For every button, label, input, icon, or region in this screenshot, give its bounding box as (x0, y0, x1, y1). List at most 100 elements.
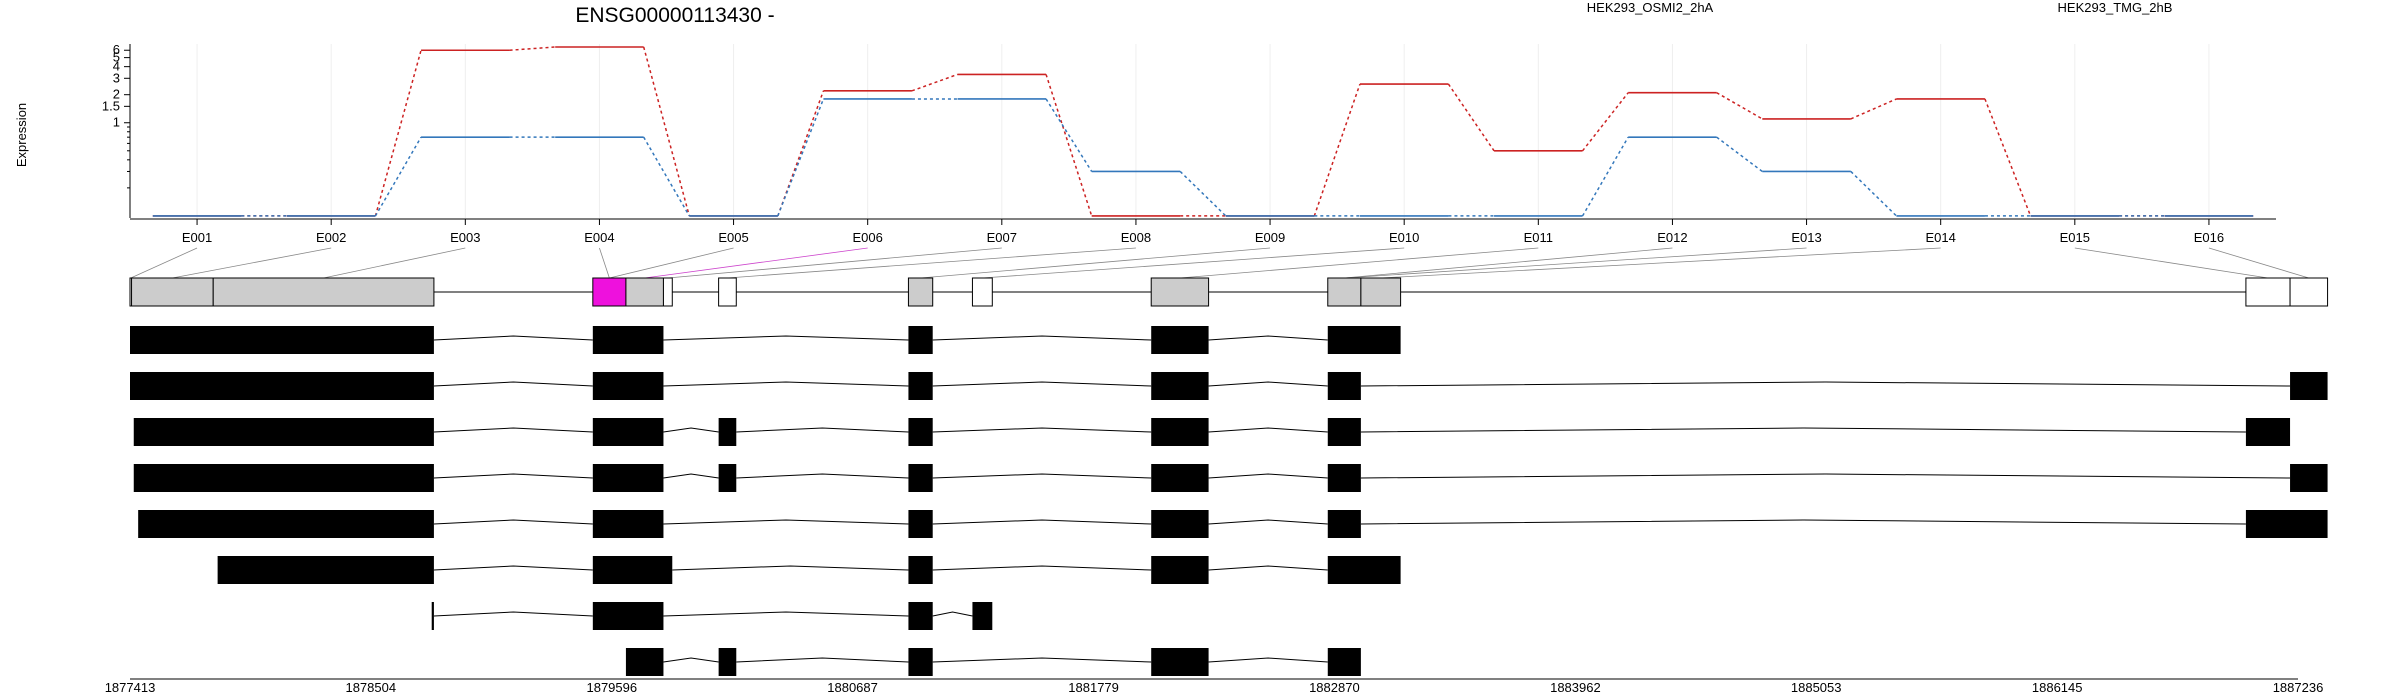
x-tick-label-E010: E010 (1389, 230, 1419, 245)
transcript-6-intron-2 (672, 565, 909, 571)
series-0-connector-13 (1850, 98, 1897, 120)
exon-connector-E008 (727, 247, 1136, 279)
transcript-4-intron-5 (1208, 473, 1328, 479)
transcript-8-exon-1 (625, 648, 664, 676)
transcript-4-intron-6 (1360, 473, 2291, 479)
series-0-connector-7 (1045, 74, 1093, 217)
y-tick-label-1.5: 1.5 (102, 98, 120, 113)
y-tick-label-6: 6 (113, 42, 120, 57)
x-tick-label-E006: E006 (853, 230, 883, 245)
transcript-6-intron-4 (1208, 565, 1328, 571)
transcript-1-exon-4 (1151, 326, 1209, 354)
exon-connector-E007 (667, 247, 1002, 279)
exon-connector-E004 (599, 247, 610, 279)
series-1-connector-4 (643, 136, 690, 217)
x-tick-label-E001: E001 (182, 230, 212, 245)
series-1-connector-12 (1716, 136, 1763, 173)
transcript-5-exon-1 (138, 510, 434, 538)
y-axis-label: Expression (14, 103, 29, 167)
transcript-5-intron-4 (1208, 519, 1328, 525)
series-1-connector-13 (1850, 170, 1897, 217)
exon-connector-E009 (920, 247, 1271, 279)
transcript-3-exon-2 (592, 418, 664, 446)
transcript-6-exon-5 (1327, 556, 1401, 584)
exon-connector-E014 (1380, 247, 1941, 279)
transcript-8-exon-3 (908, 648, 933, 676)
gene-model-exon-3 (212, 277, 435, 307)
legend-entry-osmi2: HEK293_OSMI2_2hA (1587, 0, 1714, 15)
genomic-tick-label-1881779: 1881779 (1068, 680, 1119, 695)
transcript-2-intron-2 (663, 381, 909, 387)
genomic-tick-label-1885053: 1885053 (1791, 680, 1842, 695)
transcript-1-intron-4 (1208, 335, 1328, 341)
transcript-4-exon-2 (592, 464, 664, 492)
x-tick-label-E008: E008 (1121, 230, 1151, 245)
gene-model-exon-9 (971, 277, 993, 307)
genomic-tick-label-1880687: 1880687 (827, 680, 878, 695)
exon-connector-E003 (323, 247, 466, 279)
transcript-8-intron-2 (736, 657, 909, 663)
transcript-5-intron-1 (433, 519, 593, 525)
transcript-3-exon-6 (1327, 418, 1361, 446)
series-0-connector-2 (374, 50, 422, 217)
exon-connector-E016 (2208, 247, 2309, 279)
transcript-4-intron-3 (736, 473, 909, 479)
legend-entry-tmg: HEK293_TMG_2hB (2058, 0, 2173, 15)
y-tick-label-5: 5 (113, 50, 120, 65)
transcript-6-intron-1 (433, 565, 593, 571)
transcript-7-exon-4 (972, 602, 993, 630)
exon-connector-E002 (172, 247, 332, 279)
transcript-3-exon-4 (908, 418, 933, 446)
transcript-1-exon-2 (592, 326, 664, 354)
transcript-8-intron-4 (1208, 657, 1328, 663)
transcript-6-exon-2 (592, 556, 673, 584)
series-1-connector-11 (1581, 136, 1629, 217)
genomic-tick-label-1877413: 1877413 (105, 680, 156, 695)
x-tick-label-E002: E002 (316, 230, 346, 245)
transcript-8-intron-1 (663, 657, 719, 663)
gene-model-exon-11 (1327, 277, 1362, 307)
chart-title: ENSG00000113430 - (575, 4, 774, 27)
exon-connector-E012 (1344, 247, 1673, 279)
series-1-connector-2 (374, 136, 422, 217)
series-1-connector-8 (1179, 170, 1227, 217)
transcript-5-intron-2 (663, 519, 909, 525)
transcript-3-intron-1 (433, 427, 593, 433)
transcript-4-intron-4 (932, 473, 1152, 479)
transcript-3-exon-7 (2245, 418, 2291, 446)
genomic-tick-label-1882870: 1882870 (1309, 680, 1360, 695)
genomic-tick-label-1879596: 1879596 (586, 680, 637, 695)
exon-connector-E013 (1344, 247, 1807, 279)
x-tick-label-E016: E016 (2194, 230, 2224, 245)
transcript-5-exon-4 (1151, 510, 1209, 538)
transcript-3-intron-5 (1208, 427, 1328, 433)
transcript-2-intron-1 (433, 381, 593, 387)
gene-model-exon-10 (1150, 277, 1210, 307)
transcript-8-intron-3 (932, 657, 1152, 663)
transcript-1-exon-1 (130, 326, 434, 354)
transcript-8-exon-4 (1151, 648, 1209, 676)
genomic-tick-label-1878504: 1878504 (345, 680, 396, 695)
series-0-connector-6 (911, 73, 958, 92)
transcript-3-exon-5 (1151, 418, 1209, 446)
transcript-5-exon-3 (908, 510, 933, 538)
gene-model-exon-6 (662, 277, 673, 307)
x-tick-label-E011: E011 (1524, 230, 1553, 245)
gene-model-exon-8 (907, 277, 934, 307)
exon-connector-E010 (982, 247, 1405, 279)
transcript-2-exon-4 (1151, 372, 1209, 400)
transcript-3-intron-4 (932, 427, 1152, 433)
transcript-2-intron-3 (932, 381, 1152, 387)
transcript-5-exon-2 (592, 510, 664, 538)
transcript-1-intron-2 (663, 335, 909, 341)
transcript-4-intron-2 (663, 473, 719, 479)
transcript-7-intron-2 (663, 611, 909, 617)
transcript-1-exon-3 (908, 326, 933, 354)
transcript-6-exon-4 (1151, 556, 1209, 584)
transcript-4-intron-1 (433, 473, 593, 479)
gene-model-exon-13 (2245, 277, 2291, 307)
transcript-1-intron-3 (932, 335, 1152, 341)
transcript-6-exon-3 (908, 556, 933, 584)
series-0-connector-9 (1313, 83, 1361, 217)
gene-model-exon-2 (131, 277, 214, 307)
